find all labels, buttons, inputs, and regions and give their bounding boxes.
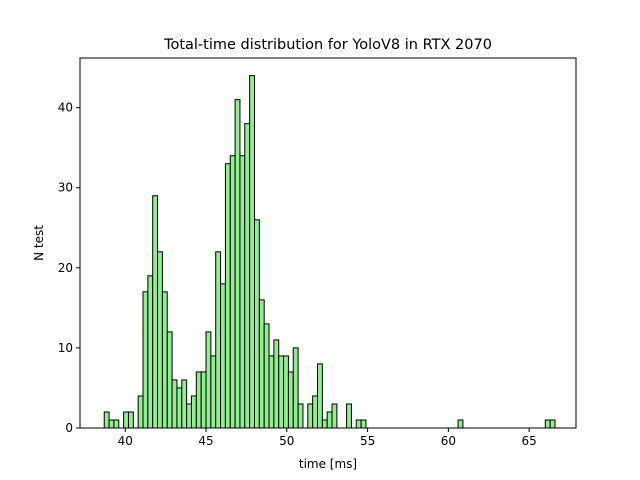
histogram-bar [171,379,178,429]
histogram-bar [549,419,556,429]
y-tick-label: 10 [58,341,73,355]
histogram-bar [253,219,260,429]
histogram-bar [307,403,314,429]
histogram-bar [215,251,222,429]
y-axis-label: N test [32,225,46,261]
histogram-bar [137,395,144,429]
chart-title: Total-time distribution for YoloV8 in RT… [163,37,492,53]
histogram-bar [297,403,304,429]
histogram-bar [190,395,197,429]
histogram-bar [346,403,352,429]
x-axis-label: time [ms] [299,457,357,471]
bars-group [103,75,556,429]
histogram-bar [127,411,134,429]
histogram-bar [229,155,236,429]
histogram-bar [113,419,120,429]
y-tick-label: 20 [58,261,73,275]
histogram-bar [321,419,328,429]
histogram-bar [544,419,551,429]
histogram-bar [157,251,163,429]
y-tick-label: 0 [65,421,73,435]
histogram-bar [258,299,265,429]
histogram-bar [273,339,280,429]
histogram-bar [239,155,246,429]
histogram-bar [176,387,183,429]
x-tick-label: 40 [118,434,133,448]
histogram-bar [142,291,149,429]
histogram-bar [200,371,207,429]
histogram-bar [287,371,294,429]
y-axis-ticks: 0 10 20 30 40 [58,101,80,435]
histogram-bar [147,275,154,429]
histogram-bar [283,355,289,429]
x-tick-label: 45 [198,434,213,448]
histogram-bar [263,323,270,429]
histogram-bar [312,395,318,429]
histogram-bar [108,419,115,429]
plot-frame [79,57,577,429]
x-tick-label: 50 [279,434,294,448]
histogram-bar [360,419,367,429]
x-tick-label: 65 [522,434,537,448]
histogram-bar [457,419,464,429]
histogram-bar [234,99,241,429]
y-tick-label: 40 [58,101,73,115]
y-tick-label: 30 [58,181,73,195]
histogram-bar [123,411,129,429]
histogram-bar [152,195,159,429]
histogram-bar [331,403,338,429]
histogram-bar [355,419,362,429]
histogram-bar [326,411,333,429]
x-axis-ticks: 40 45 50 55 60 65 [118,428,537,448]
histogram-bar [186,403,192,429]
histogram-bar [166,331,173,429]
histogram-bar [205,331,212,429]
histogram-bar [278,355,285,429]
x-tick-label: 60 [441,434,456,448]
histogram-bar [103,411,110,429]
histogram-bar [268,355,275,429]
histogram-bar [249,75,255,429]
histogram-bar [181,379,188,429]
x-tick-label: 55 [360,434,375,448]
histogram-bar [220,283,226,429]
histogram-bar [316,363,323,429]
histogram-bar [195,371,202,429]
histogram-bar [224,163,231,429]
histogram-bar [161,291,168,429]
histogram-bar [210,355,217,429]
histogram-bar [292,347,299,429]
histogram-bar [244,123,251,429]
